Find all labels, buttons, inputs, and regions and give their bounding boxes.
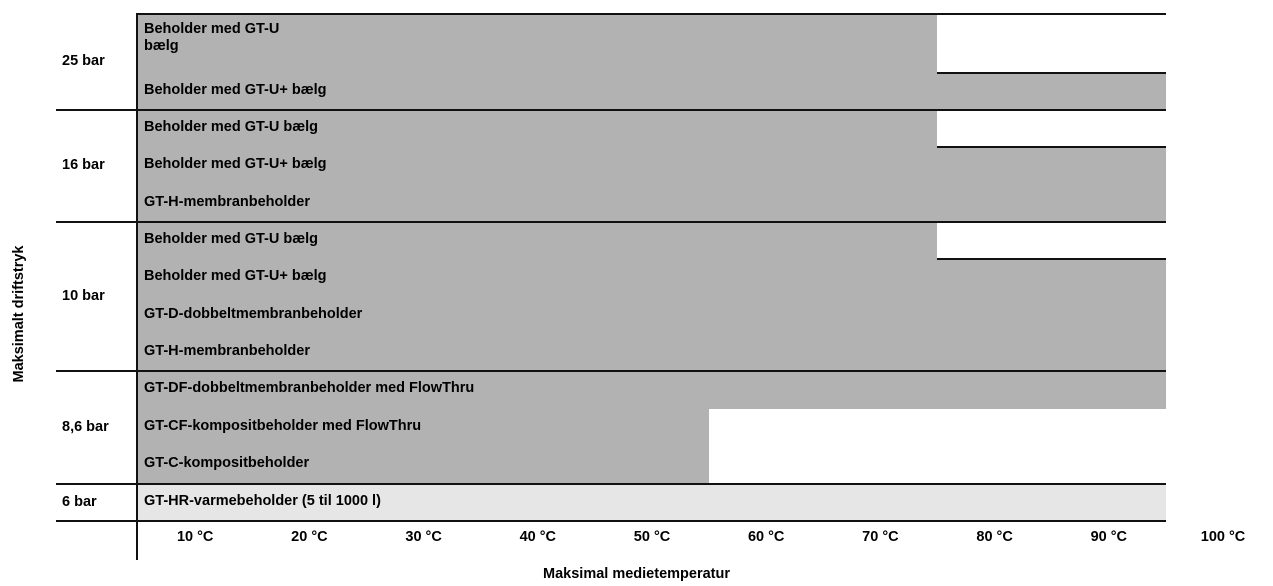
bar xyxy=(138,409,709,446)
separator-line xyxy=(56,221,1166,223)
bar xyxy=(138,297,1166,334)
separator-line xyxy=(56,520,1166,522)
bar-label: GT-H-membranbeholder xyxy=(144,343,310,359)
bar-label: Beholder med GT-U+ bælg xyxy=(144,82,327,98)
bar-label: Beholder med GT-U bælg xyxy=(144,231,319,247)
bar xyxy=(138,147,1166,185)
pressure-label: 25 bar xyxy=(62,53,105,69)
x-tick-label: 100 °C xyxy=(1200,529,1246,545)
bar xyxy=(138,185,1166,222)
bar-label: GT-D-dobbeltmembranbeholder xyxy=(144,306,363,322)
bar-label: GT-CF-kompositbeholder med FlowThru xyxy=(144,418,422,434)
separator-line xyxy=(136,13,1166,15)
x-tick-label: 70 °C xyxy=(862,529,899,545)
bar xyxy=(138,446,709,484)
x-tick-label: 30 °C xyxy=(405,529,442,545)
x-tick-label: 60 °C xyxy=(747,529,785,545)
pressure-label: 10 bar xyxy=(62,287,105,304)
separator-line xyxy=(56,370,1166,372)
pressure-label: 16 bar xyxy=(62,157,105,173)
bar xyxy=(138,334,1166,371)
x-axis-label: Maksimal medietemperatur xyxy=(543,566,730,582)
y-axis-label: Maksimalt driftstryk xyxy=(11,245,27,383)
bar-label: GT-C-kompositbeholder xyxy=(144,455,310,471)
step-line xyxy=(937,72,1166,74)
bar xyxy=(138,371,1166,409)
x-tick-label: 40 °C xyxy=(519,529,557,545)
bar-label: GT-HR-varmebeholder (5 til 1000 l) xyxy=(144,493,381,509)
bar xyxy=(138,484,1166,521)
pressure-label: 8,6 bar xyxy=(62,418,109,435)
bar xyxy=(138,110,938,147)
bar xyxy=(138,73,1166,110)
bar-label: GT-DF-dobbeltmembranbeholder med FlowThr… xyxy=(144,380,475,396)
separator-line xyxy=(56,483,1166,485)
x-tick-label: 10 °C xyxy=(176,529,214,545)
x-tick-label: 50 °C xyxy=(633,529,671,545)
bar xyxy=(138,14,938,73)
bar xyxy=(138,222,938,259)
bar-label: Beholder med GT-U+ bælg xyxy=(144,268,327,284)
x-tick-label: 20 °C xyxy=(291,529,328,545)
x-tick-label: 80 °C xyxy=(976,529,1013,545)
y-axis-line xyxy=(136,14,138,560)
pressure-label: 6 bar xyxy=(62,493,97,510)
separator-line xyxy=(56,109,1166,111)
step-line xyxy=(937,258,1166,260)
bar-label: Beholder med GT-U+ bælg xyxy=(144,156,327,172)
step-line xyxy=(937,146,1166,148)
bar xyxy=(138,259,1166,297)
bar-label: GT-H-membranbeholder xyxy=(144,194,310,210)
bar-label: Beholder med GT-U bælg xyxy=(144,21,280,54)
x-tick-label: 90 °C xyxy=(1090,529,1128,545)
bar-label: Beholder med GT-U bælg xyxy=(144,119,319,135)
